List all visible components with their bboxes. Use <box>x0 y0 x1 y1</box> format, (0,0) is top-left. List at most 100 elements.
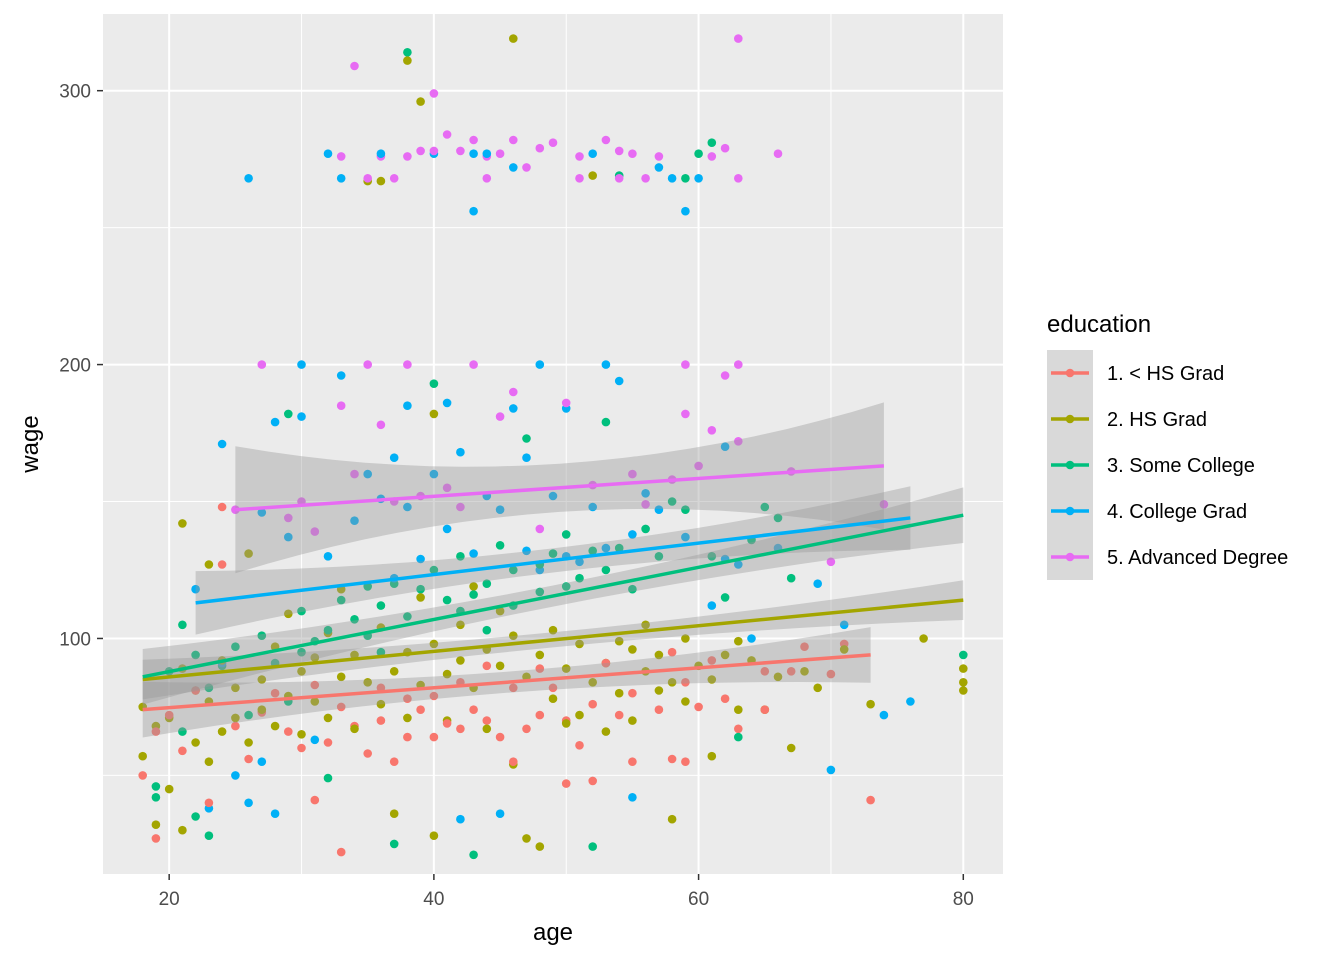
data-point <box>614 376 624 386</box>
data-point <box>310 735 320 745</box>
data-point <box>601 360 611 369</box>
data-point <box>429 89 439 98</box>
data-point <box>363 360 373 369</box>
data-point <box>786 667 796 676</box>
data-point <box>720 593 730 602</box>
data-point <box>363 749 373 758</box>
data-point <box>786 573 796 583</box>
data-point <box>588 149 597 158</box>
data-point <box>614 146 624 156</box>
data-point <box>667 647 677 657</box>
data-point <box>614 688 624 698</box>
data-point <box>601 135 611 145</box>
data-point <box>403 401 412 411</box>
data-point <box>217 727 227 736</box>
legend-label: 5. Advanced Degree <box>1107 547 1288 569</box>
data-point <box>482 716 492 725</box>
data-point <box>720 694 730 703</box>
legend-key-point <box>1065 368 1075 378</box>
data-point <box>244 754 253 764</box>
data-point <box>336 847 346 857</box>
data-point <box>376 149 386 158</box>
data-point <box>720 650 730 660</box>
data-point <box>442 669 452 679</box>
data-point <box>495 661 505 671</box>
data-point <box>310 653 320 662</box>
data-point <box>760 667 770 676</box>
data-point <box>509 565 518 575</box>
data-point <box>336 401 346 411</box>
data-point <box>734 437 743 446</box>
data-point <box>297 667 306 676</box>
data-point <box>456 814 465 824</box>
data-point <box>350 469 359 479</box>
data-point <box>654 686 664 695</box>
data-point <box>297 730 306 739</box>
x-tick-label: 20 <box>159 889 180 910</box>
data-point <box>297 606 306 616</box>
data-point <box>495 149 505 158</box>
data-point <box>429 469 439 479</box>
data-point <box>376 176 386 186</box>
data-point <box>403 152 412 161</box>
data-point <box>707 675 717 684</box>
data-point <box>535 842 545 851</box>
data-point <box>694 461 703 471</box>
data-point <box>204 831 214 840</box>
data-point <box>681 409 690 419</box>
data-point <box>403 56 412 65</box>
data-point <box>217 439 227 449</box>
data-point <box>707 138 717 147</box>
data-point <box>734 724 743 734</box>
data-point <box>323 552 333 561</box>
data-point <box>495 732 505 742</box>
data-point <box>734 34 743 43</box>
data-point <box>257 757 267 766</box>
data-point <box>284 513 293 523</box>
data-point <box>389 174 399 183</box>
data-point <box>456 620 465 630</box>
data-point <box>429 831 439 840</box>
data-point <box>575 573 584 583</box>
data-point <box>548 625 558 635</box>
data-point <box>548 549 558 558</box>
data-point <box>734 732 743 742</box>
data-point <box>403 732 412 742</box>
data-point <box>350 516 359 525</box>
data-point <box>588 171 597 180</box>
data-point <box>469 206 478 216</box>
data-point <box>681 757 690 766</box>
data-point <box>469 149 478 158</box>
x-tick-label: 60 <box>688 889 709 910</box>
y-axis: 100 200 300 <box>59 82 103 650</box>
data-point <box>429 732 439 742</box>
points-layer <box>138 34 968 860</box>
data-point <box>178 727 187 736</box>
data-point <box>601 417 611 427</box>
x-axis-title: age <box>533 919 573 946</box>
data-point <box>628 149 637 158</box>
data-point <box>389 667 399 676</box>
data-point <box>138 751 147 761</box>
data-point <box>734 560 743 569</box>
data-point <box>350 615 359 624</box>
data-point <box>376 601 386 610</box>
data-point <box>866 795 875 805</box>
data-point <box>429 409 439 419</box>
data-point <box>773 672 783 682</box>
y-tick-label: 300 <box>59 82 91 103</box>
data-point <box>707 656 717 665</box>
data-point <box>588 678 597 687</box>
data-point <box>310 527 320 536</box>
data-point <box>561 664 571 673</box>
data-point <box>734 360 743 369</box>
data-point <box>681 634 690 643</box>
data-point <box>336 174 346 183</box>
data-point <box>323 149 333 158</box>
data-point <box>561 779 571 788</box>
data-point <box>204 683 214 693</box>
data-point <box>191 650 200 660</box>
data-point <box>389 453 399 463</box>
data-point <box>284 409 293 419</box>
data-point <box>284 532 293 542</box>
